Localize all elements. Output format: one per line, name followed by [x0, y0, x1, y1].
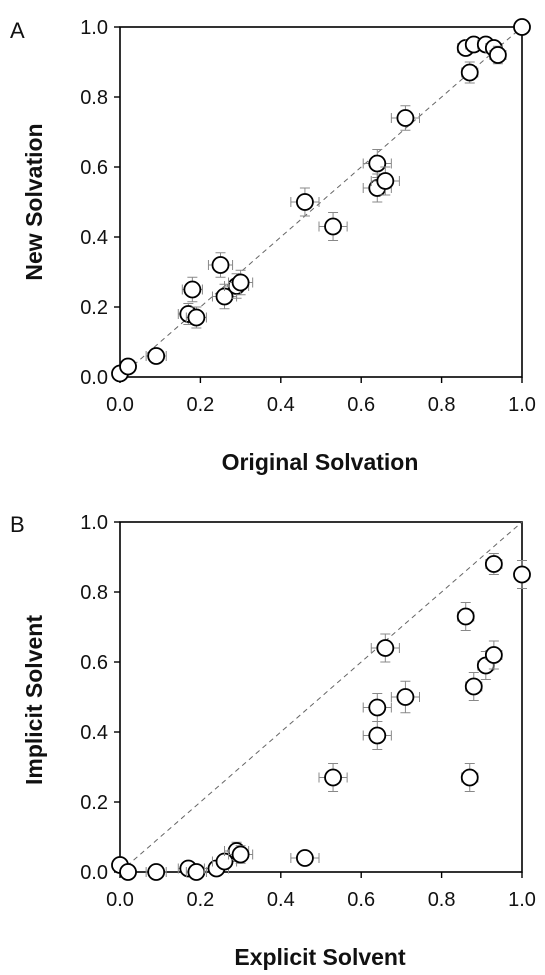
panel-b-marker: [368, 698, 387, 717]
panel-a-y-tick-label: 0.0: [80, 367, 108, 389]
panel-b-plot-area: 0.0 0.2 0.4 0.6 0.8 1.0 0.0 0.2 0.4 0.6 0.8 1.0: [80, 512, 536, 911]
panel-a-reference-line: [119, 26, 523, 378]
panel-a-data-point: [318, 212, 348, 241]
panel-b-y-tick-label: 0.8: [80, 582, 108, 604]
panel-a-data-point: [390, 105, 420, 131]
panel-a-marker: [183, 280, 202, 299]
panel-b-data-point: [290, 849, 320, 867]
panel-a-marker: [231, 273, 250, 292]
panel-a-data-point: [185, 306, 207, 329]
panel-a-x-tick-label: 0.4: [267, 394, 295, 416]
panel-b-data-point: [228, 845, 254, 864]
panel-a-y-tick-label: 0.8: [80, 87, 108, 109]
panel-b-data-point: [513, 560, 531, 589]
panel-b-marker: [296, 849, 314, 867]
panel-a-data-point: [181, 276, 203, 303]
panel-a-data-point: [145, 347, 167, 365]
panel-b-marker: [484, 646, 503, 664]
panel-b-y-tick-label: 0.4: [80, 722, 108, 744]
panel-a-marker: [147, 347, 166, 365]
panel-a-marker: [324, 217, 342, 236]
panel-a-y-tick-label: 0.2: [80, 297, 108, 319]
panel-a-x-tick-label: 0.0: [106, 394, 134, 416]
panel-b-marker: [368, 726, 387, 745]
panel-a-marker: [368, 154, 387, 173]
panel-b-plot-frame: [119, 521, 523, 873]
panel-b-marker: [464, 677, 483, 696]
panel-a-x-tick-label: 0.6: [347, 394, 375, 416]
panel-a-y-tick-label: 0.4: [80, 227, 108, 249]
panel-b-data-point: [318, 763, 348, 792]
panel-b-marker: [119, 863, 137, 881]
panel-a-data-point: [228, 269, 254, 296]
panel-b-x-tick-label: 0.2: [186, 889, 214, 911]
panel-b-marker: [147, 863, 166, 881]
panel-b-y-tick-label: 0.6: [80, 652, 108, 674]
panel-b-letter: B: [10, 512, 25, 537]
panel-a-marker: [513, 18, 531, 36]
panel-a-data-point: [290, 187, 320, 217]
panel-b-data-point: [145, 863, 167, 881]
panel-a-x-tick-label: 0.8: [428, 394, 456, 416]
panel-b-marker: [456, 607, 475, 626]
panel-b-marker: [484, 555, 503, 573]
panel-b-data-point: [119, 863, 137, 881]
panel-b-y-tick-label: 0.0: [80, 862, 108, 884]
panel-a-marker: [211, 256, 230, 274]
panel-b-data-point: [362, 721, 392, 750]
panel-a-letter: A: [10, 18, 25, 43]
panel-a-data-point: [119, 357, 137, 376]
panel-b-y-tick-label: 1.0: [80, 512, 108, 534]
panel-b-x-tick-label: 1.0: [508, 889, 536, 911]
panel-b-data-point: [390, 680, 420, 714]
panel-a-plot-frame: [119, 26, 523, 378]
panel-b-marker: [376, 639, 395, 657]
panel-a-data-point: [207, 252, 234, 278]
panel-b-reference-line: [119, 521, 523, 873]
panel-b-marker: [460, 768, 479, 787]
panel-a-x-axis-label: Original Solvation: [222, 449, 419, 475]
panel-a-x-tick-label: 0.2: [186, 394, 214, 416]
panel-a-y-axis-label: New Solvation: [21, 123, 47, 280]
panel-b-data-point: [362, 693, 392, 722]
panel-b-marker: [324, 768, 342, 787]
panel-b-marker: [187, 863, 206, 881]
panel-a-data-point: [370, 166, 400, 196]
panel-a-marker: [396, 109, 415, 127]
panel-b-x-tick-label: 0.6: [347, 889, 375, 911]
panel-b-data-point: [484, 640, 503, 670]
panel-b-x-tick-label: 0.0: [106, 889, 134, 911]
panel-a-marker: [488, 46, 507, 64]
panel-b-x-tick-label: 0.4: [267, 889, 295, 911]
panel-b-x-axis-label: Explicit Solvent: [234, 944, 406, 970]
panel-a: A 0.0 0.2 0.4 0.6 0.8 1.0 0.0 0.2 0.4 0.6 0.8 1.0 O…: [10, 17, 536, 475]
panel-a-marker: [119, 357, 137, 376]
panel-b-data-point: [456, 602, 475, 631]
panel-b-y-axis-label: Implicit Solvent: [21, 615, 47, 785]
panel-a-y-tick-label: 1.0: [80, 17, 108, 39]
panel-a-marker: [296, 193, 314, 211]
panel-a-marker: [187, 308, 206, 327]
panel-a-data-point: [488, 45, 507, 65]
panel-b-data-point: [185, 863, 207, 881]
panel-b: B 0.0 0.2 0.4 0.6 0.8 1.0 0.0 0.2 0.4 0.6 0.8 1.0 E…: [10, 512, 536, 970]
panel-a-x-tick-label: 1.0: [508, 394, 536, 416]
panel-a-data-point: [460, 61, 479, 84]
panel-b-data-point: [464, 672, 483, 701]
panel-b-y-tick-label: 0.2: [80, 792, 108, 814]
panel-a-y-tick-label: 0.6: [80, 157, 108, 179]
panel-b-data-point: [370, 633, 400, 663]
panel-a-marker: [460, 63, 479, 82]
panel-b-marker: [231, 845, 250, 864]
panel-b-x-tick-label: 0.8: [428, 889, 456, 911]
panel-b-marker: [396, 688, 415, 706]
panel-b-data-point: [484, 553, 503, 575]
panel-b-marker: [513, 565, 531, 584]
panel-b-data-point: [460, 763, 479, 792]
panel-a-plot-area: 0.0 0.2 0.4 0.6 0.8 1.0 0.0 0.2 0.4 0.6 0.8 1.0: [80, 17, 536, 416]
panel-a-marker: [376, 172, 395, 190]
panel-a-data-point: [513, 18, 531, 36]
